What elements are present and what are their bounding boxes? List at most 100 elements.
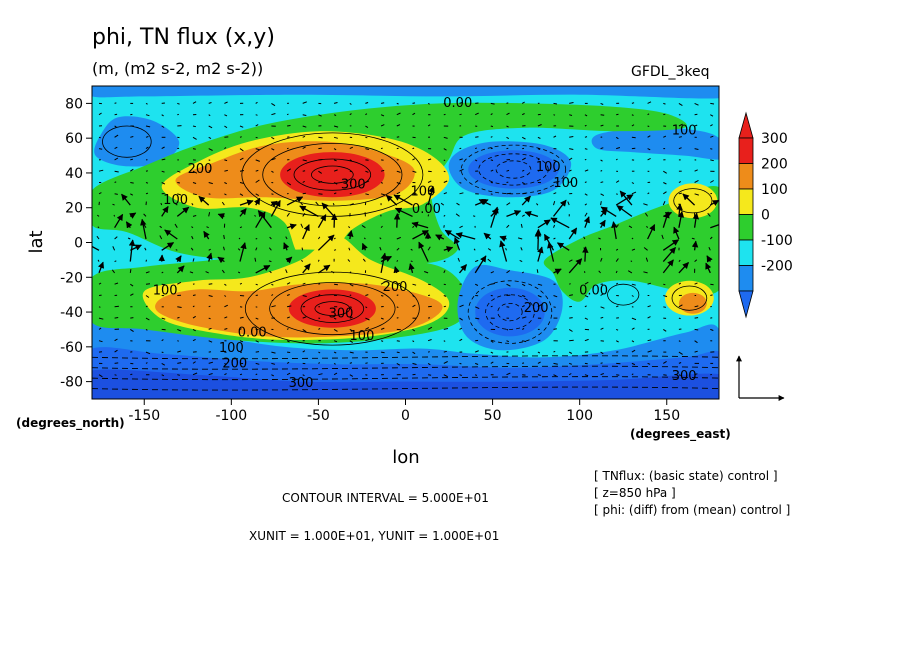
flux-vector xyxy=(239,373,243,376)
flux-vector xyxy=(349,362,353,364)
flux-vector xyxy=(427,102,430,105)
flux-vector xyxy=(706,255,713,263)
x-axis-label: lon xyxy=(392,447,419,468)
flux-vector xyxy=(333,114,337,116)
contour-line xyxy=(300,294,365,323)
flux-vector xyxy=(459,192,464,195)
flux-vector xyxy=(553,295,558,298)
flux-vector xyxy=(584,305,587,308)
flux-vector xyxy=(600,316,604,319)
flux-vector xyxy=(412,147,415,150)
flux-vector xyxy=(520,223,523,228)
flux-vector xyxy=(286,282,291,285)
flux-vector xyxy=(410,260,413,263)
flux-vector xyxy=(474,159,478,162)
flux-vector xyxy=(177,281,182,285)
flux-vector xyxy=(459,338,463,342)
flux-vector xyxy=(271,158,276,161)
flux-vector xyxy=(114,282,119,285)
info-line-1: [ TNflux: (basic state) control ] xyxy=(594,469,778,483)
flux-vector xyxy=(111,269,116,274)
flux-vector xyxy=(662,239,680,251)
flux-vector xyxy=(600,201,602,206)
flux-vector xyxy=(268,247,272,251)
flux-vector xyxy=(239,193,244,197)
contour-label: 100 xyxy=(536,160,561,175)
flux-vector xyxy=(631,237,634,240)
flux-vector xyxy=(145,271,150,274)
flux-vector xyxy=(443,214,446,217)
flux-vector xyxy=(521,271,524,274)
flux-vector xyxy=(537,374,541,376)
flux-vector xyxy=(663,374,667,376)
flux-vector xyxy=(302,282,306,285)
flux-vector xyxy=(710,135,714,138)
x-tick-label: -50 xyxy=(307,408,330,424)
flux-vector xyxy=(630,260,633,262)
colorbar: 300 200 100 0 -100 -200 xyxy=(738,111,793,319)
flux-vector xyxy=(459,113,462,116)
flux-vector xyxy=(427,339,432,342)
flux-vector xyxy=(96,235,100,240)
flux-vector xyxy=(396,351,400,354)
flux-vector xyxy=(177,328,182,332)
flux-vector xyxy=(694,102,699,106)
flux-vector xyxy=(237,271,241,274)
flux-vector xyxy=(317,214,327,229)
flux-vector xyxy=(396,170,401,173)
flux-vector xyxy=(537,361,541,364)
flux-vector xyxy=(569,294,574,296)
flux-vector xyxy=(506,210,522,218)
flux-vector xyxy=(286,305,292,308)
flux-vector xyxy=(333,148,337,151)
flux-vector xyxy=(631,114,634,116)
flux-vector xyxy=(584,158,587,161)
flux-vector xyxy=(490,102,495,105)
flux-vector xyxy=(208,305,211,308)
flux-vector xyxy=(678,362,682,364)
flux-vector xyxy=(145,182,149,184)
flux-vector xyxy=(600,170,603,172)
flux-vector xyxy=(456,202,460,206)
region-east-orange-s xyxy=(678,292,707,314)
flux-vector xyxy=(584,338,589,342)
flux-vector xyxy=(177,193,182,196)
flux-vector xyxy=(631,327,635,330)
flux-vector xyxy=(694,373,698,376)
flux-vector xyxy=(365,327,370,330)
region-north-cap xyxy=(92,86,719,99)
region-ne-low xyxy=(591,127,719,160)
flux-vector xyxy=(333,372,338,376)
flux-vector xyxy=(145,317,150,321)
flux-vector xyxy=(631,248,636,251)
flux-vector xyxy=(615,270,618,274)
flux-vector xyxy=(286,212,290,217)
flux-vector xyxy=(567,201,570,206)
flux-vector xyxy=(631,362,636,366)
flux-vector xyxy=(694,259,698,262)
flux-vector xyxy=(125,221,133,229)
flux-vector xyxy=(443,246,454,253)
flux-vector xyxy=(631,191,637,195)
flux-vector xyxy=(224,193,227,196)
flux-vector xyxy=(691,240,699,251)
contour-line xyxy=(478,153,549,186)
flux-vector xyxy=(161,114,164,117)
flux-vector xyxy=(424,271,429,274)
flux-vector xyxy=(490,351,494,354)
flux-vector xyxy=(647,148,651,151)
flux-vector xyxy=(710,102,715,105)
flux-vector xyxy=(616,374,620,376)
flux-vector xyxy=(380,340,384,342)
contour-label: 300 xyxy=(341,178,366,193)
flux-vector xyxy=(396,317,399,319)
flux-vector xyxy=(192,305,195,308)
flux-vector xyxy=(537,148,541,150)
flux-vector xyxy=(271,148,275,151)
flux-vector xyxy=(203,230,210,240)
flux-vector xyxy=(271,136,275,140)
flux-vector xyxy=(114,181,117,183)
flux-vector xyxy=(365,180,370,183)
flux-vector xyxy=(584,169,589,172)
flux-vector xyxy=(365,125,369,129)
